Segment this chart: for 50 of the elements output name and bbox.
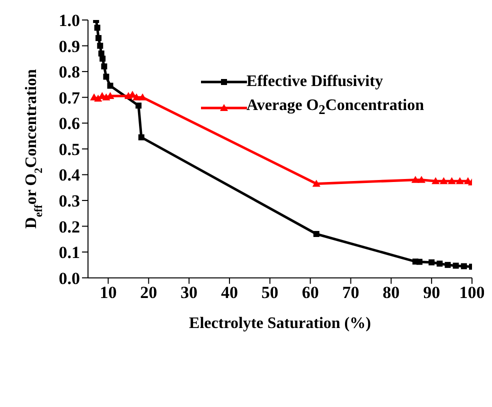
point <box>416 258 422 265</box>
point <box>97 42 104 49</box>
point <box>313 230 320 237</box>
point <box>460 263 467 270</box>
point <box>312 180 320 187</box>
point <box>101 63 108 70</box>
y-tick-label: 0.0 <box>58 268 80 288</box>
point <box>440 177 448 184</box>
line-series <box>93 20 472 270</box>
point <box>448 177 456 184</box>
x-tick-label: 40 <box>220 282 238 302</box>
point <box>444 262 451 268</box>
x-tick-label: 30 <box>180 282 198 302</box>
point <box>456 177 464 184</box>
x-tick-label: 20 <box>140 282 158 302</box>
point <box>107 82 114 89</box>
y-tick-label: 0.6 <box>58 114 80 134</box>
x-tick-label: 90 <box>423 282 440 302</box>
x-tick-label: 70 <box>342 282 360 302</box>
point <box>452 262 459 269</box>
point <box>411 176 420 183</box>
y-tick-label: 0.8 <box>58 62 80 82</box>
point <box>428 259 435 266</box>
point <box>417 176 426 183</box>
y-tick-label: 1.0 <box>58 11 80 30</box>
x-axis-title: Electrolyte Saturation (%) <box>189 314 371 332</box>
x-tick-label: 10 <box>100 282 117 302</box>
point <box>138 134 144 140</box>
point <box>136 102 142 109</box>
point <box>138 93 147 100</box>
y-tick-label: 0.2 <box>58 217 80 236</box>
point <box>432 177 440 184</box>
y-tick-label: 0.9 <box>58 36 80 56</box>
point <box>103 74 110 80</box>
y-tick-label: 0.3 <box>58 192 80 211</box>
y-tick-label: 0.7 <box>58 88 80 108</box>
x-tick-label: 50 <box>261 282 278 302</box>
x-tick-label: 60 <box>302 282 319 302</box>
point <box>96 35 102 42</box>
point <box>436 260 443 267</box>
x-tick-label: 100 <box>459 282 485 302</box>
point <box>132 93 141 100</box>
point <box>100 56 106 62</box>
legend-label: Effective Diffusivity <box>246 73 383 91</box>
y-tick-label: 0.5 <box>58 140 80 159</box>
point <box>94 24 100 31</box>
y-tick-label: 0.4 <box>58 166 80 185</box>
legend-label: Average O$_{2}$Concentration <box>246 97 424 118</box>
x-tick-label: 80 <box>382 282 400 302</box>
y-tick-label: 0.1 <box>58 243 80 262</box>
